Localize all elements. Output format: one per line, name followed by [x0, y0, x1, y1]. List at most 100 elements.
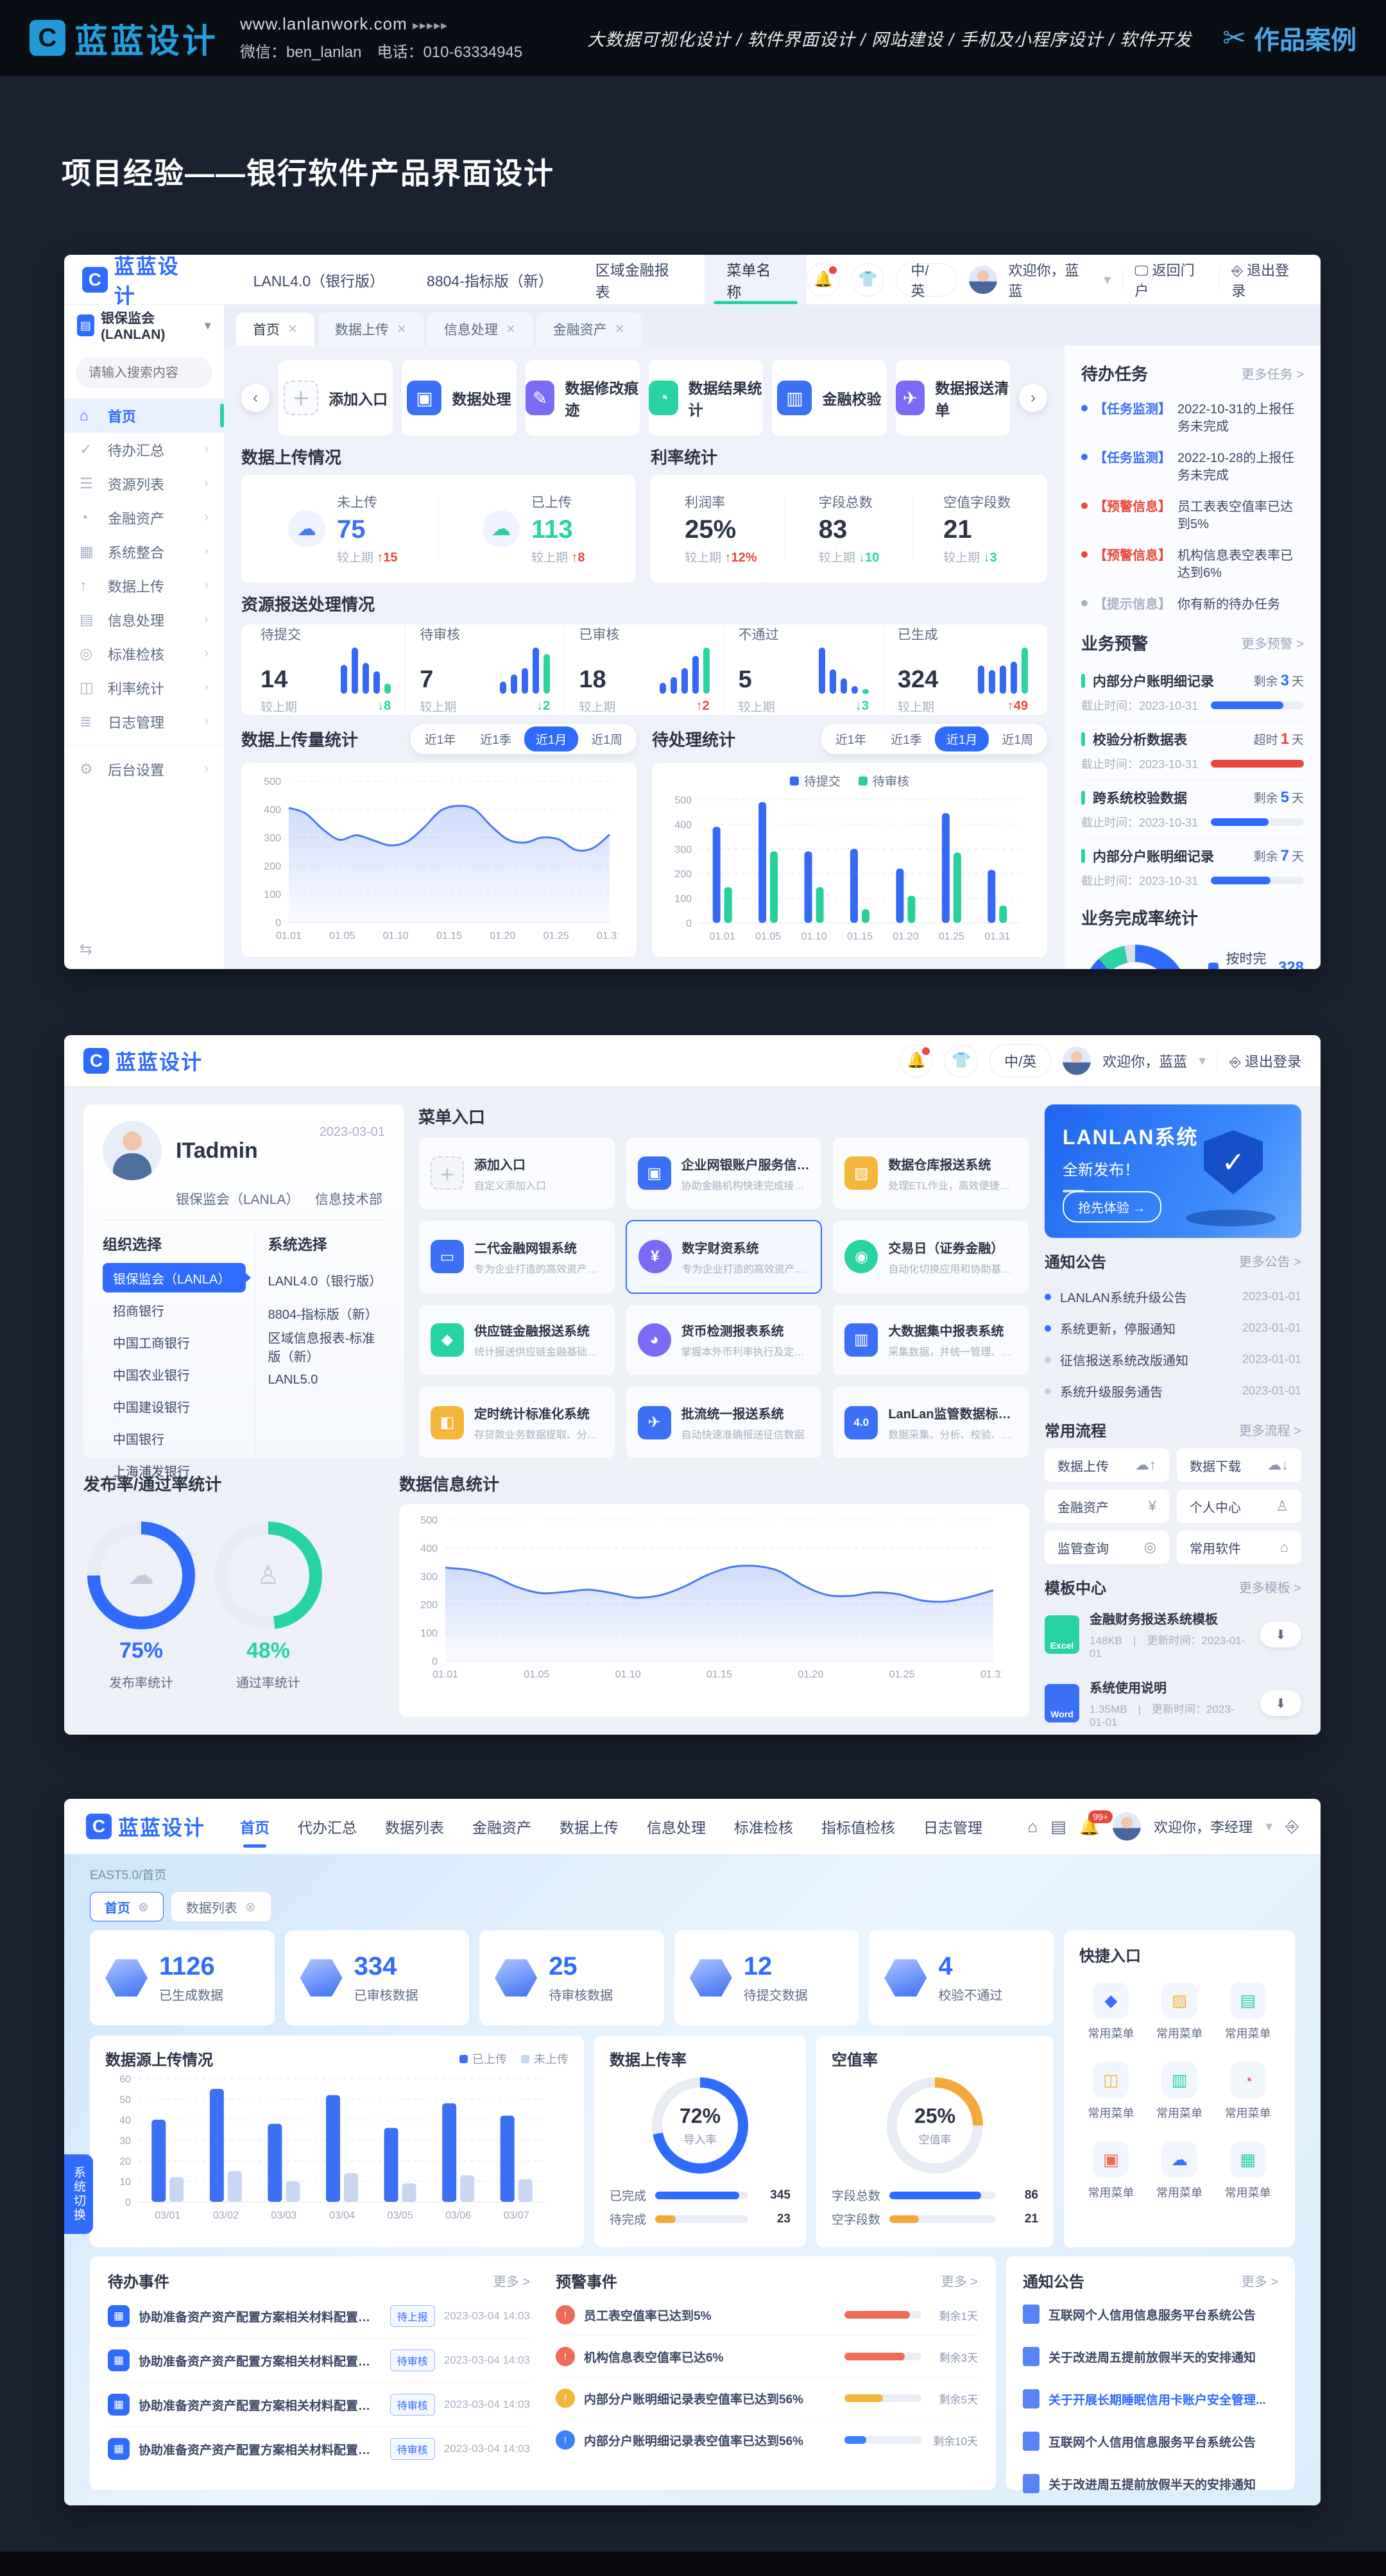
notice-row[interactable]: 关于开展长期睡眠信用卡账户安全管理...: [1023, 2378, 1278, 2420]
sidebar-item-resource-list[interactable]: ☰ 资源列表 ›: [80, 475, 209, 493]
todo-item[interactable]: 【任务监测】 2022-10-31的上报任务未完成: [1081, 394, 1304, 443]
lang-toggle[interactable]: 中/英: [989, 1043, 1052, 1078]
notice-row[interactable]: 互联网个人信用信息服务平台系统公告: [1023, 2293, 1278, 2335]
menu-card[interactable]: ▨ 数据仓库报送系统 处理ETL作业，高效便捷的运行: [832, 1137, 1029, 1210]
carousel-left-icon[interactable]: ‹: [241, 384, 270, 412]
sidebar-search[interactable]: 🔍: [76, 357, 275, 388]
todo-event-row[interactable]: ▦协助准备资产资产配置方案相关材料配置方案相关...待审核2023-03-04 …: [108, 2427, 530, 2471]
stat-generated[interactable]: 1126 已生成数据: [90, 1930, 275, 2025]
warning-item[interactable]: 校验分析数据表 超时 1 天 截止时间：2023-10-31: [1081, 722, 1304, 780]
theme-shirt-icon[interactable]: 👕: [851, 262, 885, 296]
flow-regulatory-query[interactable]: 监管查询 ◎: [1045, 1531, 1169, 1564]
notice-item[interactable]: LANLAN系统升级公告 2023-01-01: [1045, 1281, 1301, 1312]
d1-logo[interactable]: C 蓝蓝设计: [82, 255, 201, 309]
template-item[interactable]: Excel 金融财务报送系统模板 148KB | 更新时间：2023-01-01 …: [1045, 1601, 1301, 1669]
sidebar-item-home[interactable]: ⌂ 首页: [64, 399, 224, 433]
flow-finance-asset[interactable]: 金融资产 ¥: [1045, 1490, 1169, 1523]
quick-menu-item[interactable]: ▦ 常用菜单: [1216, 2135, 1279, 2207]
notice-item[interactable]: 系统更新，停服通知 2023-01-01: [1045, 1312, 1301, 1344]
download-button[interactable]: ⬇: [1260, 1622, 1301, 1647]
avatar[interactable]: [1063, 1046, 1091, 1075]
menu-card[interactable]: ▣企业网银账户服务信息系统协助金融机构快速完成接口开发: [625, 1137, 823, 1210]
template-item[interactable]: Word 系统使用说明 1.35MB | 更新时间：2023-01-01 ⬇: [1045, 1669, 1301, 1735]
welcome-caret[interactable]: ▾: [1199, 1052, 1206, 1069]
todo-item[interactable]: 【提示信息】 你有新的待办任务: [1081, 589, 1304, 621]
collapse-sidebar-icon[interactable]: ⇆: [80, 941, 93, 958]
org-option[interactable]: 上海浦发银行: [113, 1464, 190, 1479]
quick-data-process[interactable]: ▣ 数据处理: [402, 360, 517, 436]
quick-menu-item[interactable]: ▨ 常用菜单: [1148, 1976, 1211, 2048]
d1-nav-lanl4[interactable]: LANL4.0（银行版）: [253, 272, 385, 289]
sys-option[interactable]: 8804-指标版（新）: [268, 1307, 378, 1322]
warning-item[interactable]: 内部分户账明细记录 剩余 7 天 截止时间：2023-10-31: [1081, 847, 1304, 888]
more-templates-link[interactable]: 更多模板 >: [1238, 1581, 1301, 1595]
tab-info-process[interactable]: 信息处理 ✕: [427, 313, 533, 346]
tab-home[interactable]: 首页 ⊗: [90, 1892, 164, 1921]
sidebar-item-log-mgmt[interactable]: ≣ 日志管理 ›: [80, 713, 209, 731]
quick-menu-item[interactable]: ◆ 常用菜单: [1079, 1976, 1143, 2048]
quick-menu-item[interactable]: ◫ 常用菜单: [1079, 2056, 1143, 2127]
sys-option[interactable]: LANL5.0: [268, 1372, 318, 1387]
more-tasks-link[interactable]: 更多任务 >: [1241, 368, 1304, 382]
more-warnings-link[interactable]: 更多预警 >: [1241, 637, 1304, 651]
system-switch-tab[interactable]: 系统切换: [64, 2154, 93, 2234]
todo-item[interactable]: 【预警信息】 员工表表空值率已达到5%: [1081, 492, 1304, 540]
nav-standard-check[interactable]: 标准检核: [734, 1819, 794, 1836]
tab-year[interactable]: 近1年: [424, 734, 456, 747]
todo-event-row[interactable]: ▦ 协助准备资产资产配置方案相关材料配置方案 待上报 2023-03-04 14:03: [108, 2294, 530, 2339]
close-icon[interactable]: ⊗: [138, 1900, 149, 1914]
menu-card[interactable]: 4.0LanLan监管数据标准化系统数据采集、分析、校验、报送: [832, 1386, 1029, 1459]
d3-logo[interactable]: C 蓝蓝设计: [86, 1812, 205, 1841]
site-logo[interactable]: C 蓝蓝设计: [30, 14, 218, 62]
tab-data-upload[interactable]: 数据上传 ✕: [318, 313, 424, 346]
tab-month[interactable]: 近1月: [524, 726, 579, 751]
menu-card[interactable]: ▭二代金融网银系统专为企业打造的高效资产管理平台: [418, 1219, 615, 1294]
tab-week[interactable]: 近1周: [591, 734, 622, 747]
stat-check-failed[interactable]: 4 校验不通过: [869, 1930, 1054, 2025]
more-link[interactable]: 更多 >: [941, 2275, 978, 2289]
avatar[interactable]: [1113, 1812, 1142, 1841]
org-option[interactable]: 中国农业银行: [113, 1368, 190, 1383]
tab-year[interactable]: 近1年: [835, 734, 867, 747]
bell-icon[interactable]: 🔔: [807, 262, 840, 296]
d2-logo[interactable]: C 蓝蓝设计: [83, 1046, 203, 1076]
warn-event-row[interactable]: ! 员工表空值率已达到5% 剩余1天: [556, 2294, 978, 2336]
close-icon[interactable]: ✕: [505, 322, 516, 336]
todo-item[interactable]: 【预警信息】 机构信息表空表率已达到6%: [1081, 540, 1304, 589]
d1-nav-menu-name[interactable]: 菜单名称: [705, 255, 807, 304]
sys-option[interactable]: LANL4.0（银行版）: [268, 1274, 382, 1289]
doc-icon[interactable]: ▤: [1050, 1816, 1066, 1836]
nav-log-mgmt[interactable]: 日志管理: [923, 1819, 983, 1836]
warn-event-row[interactable]: ! 内部分户账明细记录表空值率已达到56% 剩余10天: [556, 2419, 978, 2460]
quick-finance-check[interactable]: ▥ 金融校验: [772, 360, 887, 436]
tab-data-list[interactable]: 数据列表 ⊗: [171, 1892, 271, 1921]
sys-option[interactable]: 区域信息报表-标准版（新）: [268, 1332, 375, 1364]
bell-icon[interactable]: 🔔 99+: [1079, 1810, 1113, 1837]
portfolio-link[interactable]: ✂ 作品案例: [1222, 19, 1356, 56]
nav-data-list[interactable]: 数据列表: [385, 1819, 445, 1836]
sidebar-item-rate-stats[interactable]: ◫ 利率统计 ›: [80, 679, 209, 697]
tab-week[interactable]: 近1周: [1002, 734, 1033, 747]
try-now-button[interactable]: 抢先体验 →: [1063, 1191, 1161, 1223]
more-link[interactable]: 更多 >: [1241, 2275, 1278, 2289]
quick-result-stats[interactable]: ◔ 数据结果统计: [648, 360, 764, 436]
welcome-caret[interactable]: ▾: [1265, 1818, 1273, 1834]
quick-modify-trace[interactable]: ✎ 数据修改痕迹: [525, 360, 640, 436]
stat-pending-submit[interactable]: 12 待提交数据: [674, 1930, 859, 2025]
bell-icon[interactable]: 🔔: [900, 1043, 934, 1078]
org-selector[interactable]: ▤ 银保监会 (LANLAN) ▾: [64, 305, 225, 346]
site-url[interactable]: www.lanlanwork.com: [240, 14, 407, 33]
portal-button[interactable]: 🖵 返回门户: [1134, 262, 1195, 299]
close-icon[interactable]: ✕: [396, 322, 407, 336]
warn-event-row[interactable]: ! 机构信息表空值率已达6% 剩余3天: [556, 2336, 978, 2378]
warning-item[interactable]: 内部分户账明细记录 剩余 3 天 截止时间：2023-10-31: [1081, 664, 1304, 722]
menu-card[interactable]: ◉交易日（证券金融）自动化切换应用和协助基础设施: [832, 1219, 1029, 1294]
more-notices-link[interactable]: 更多公告 >: [1238, 1255, 1301, 1269]
close-icon[interactable]: ⊗: [244, 1900, 256, 1914]
stat-reviewed[interactable]: 334 已审核数据: [284, 1930, 470, 2025]
notice-item[interactable]: 系统升级服务通告 2023-01-01: [1045, 1375, 1301, 1407]
nav-finance-asset[interactable]: 金融资产: [472, 1819, 532, 1836]
flow-personal-center[interactable]: 个人中心 ♙: [1177, 1490, 1301, 1523]
todo-item[interactable]: 【任务监测】 2022-10-28的上报任务未完成: [1081, 443, 1304, 492]
notice-row[interactable]: 互联网个人信用信息服务平台系统公告: [1023, 2420, 1278, 2462]
